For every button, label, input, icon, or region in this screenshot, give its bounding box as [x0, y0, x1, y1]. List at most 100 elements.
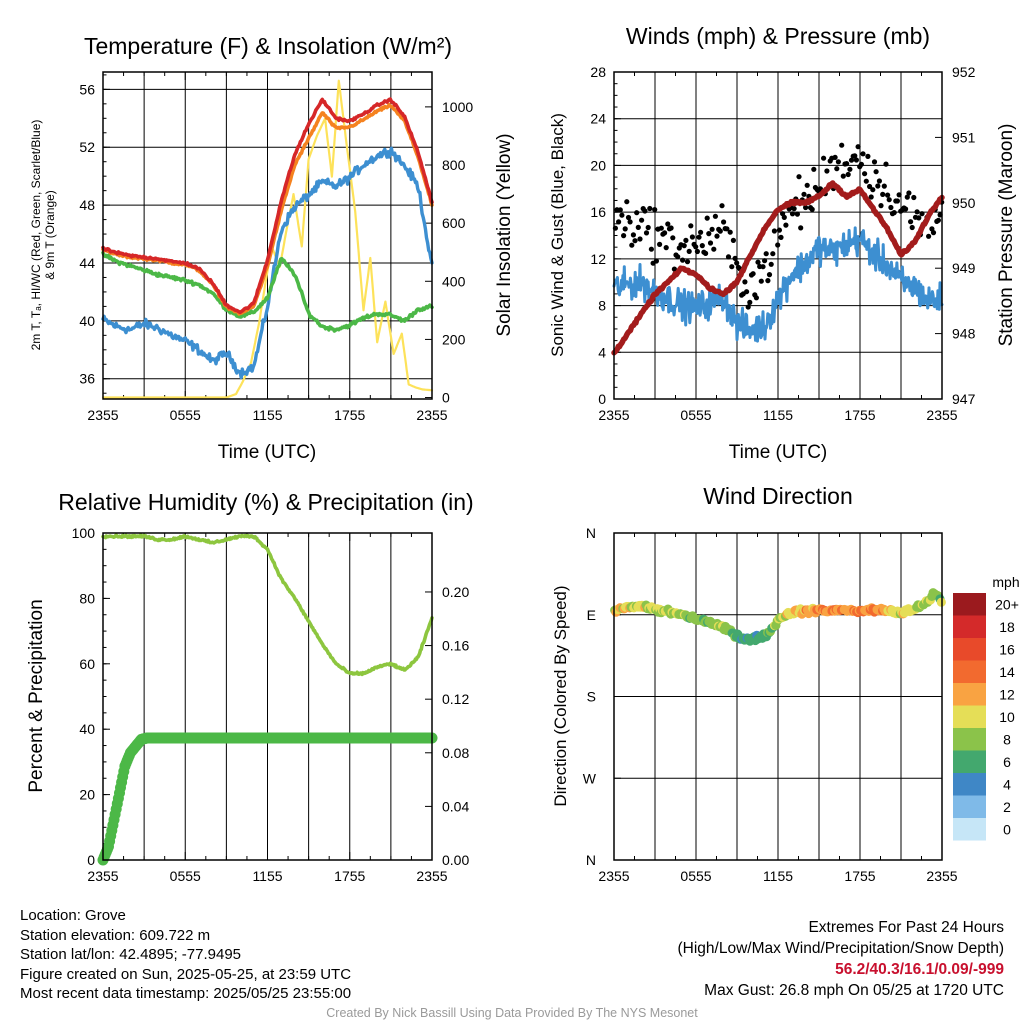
temp-title: Temperature (F) & Insolation (W/m²): [84, 33, 452, 59]
wind-xlabel: Time (UTC): [729, 442, 828, 463]
gust-point: [681, 243, 687, 249]
created-text: Figure created on Sun, 2025-05-25, at 23…: [20, 965, 352, 983]
wind-xtick-label: 2355: [926, 407, 957, 423]
gust-point: [745, 304, 751, 310]
gust-point: [709, 226, 715, 232]
rh-y2tick-label: 0.08: [442, 745, 469, 761]
gust-point: [906, 190, 912, 196]
rh-ytick-label: 40: [79, 721, 95, 737]
gust-point: [730, 237, 737, 243]
gust-point: [632, 238, 638, 244]
gust-point: [727, 229, 733, 235]
temp-xtick-label: 1155: [252, 407, 282, 423]
rh-xtick-label: 0555: [170, 868, 201, 884]
gust-point: [775, 242, 781, 248]
wind-ytick-label: 24: [590, 111, 606, 127]
blue-temp-line: [101, 146, 434, 380]
wind-xtick-label: 2355: [598, 407, 629, 423]
temp-ytick-label: 52: [79, 139, 95, 155]
wind-y2tick-label: 947: [952, 391, 976, 407]
gust-point: [689, 234, 696, 240]
gust-point: [930, 230, 937, 236]
dir-xtick-label: 2355: [926, 868, 957, 884]
gust-point: [862, 171, 868, 177]
rh-y2tick-label: 0.04: [442, 798, 469, 814]
temp-ylabel-2: & 9m T (Orange): [43, 190, 57, 280]
gust-point: [765, 278, 771, 284]
gust-point: [835, 159, 842, 165]
gust-point: [755, 259, 761, 265]
wind-ytick-label: 12: [590, 251, 606, 267]
humidity-precip-panel: Relative Humidity (%) & Precipitation (i…: [26, 489, 474, 884]
gust-point: [896, 192, 902, 198]
colorbar-swatch: [953, 818, 986, 841]
colorbar-label: 0: [1003, 821, 1011, 837]
gust-point: [683, 237, 689, 243]
gust-point: [657, 241, 663, 247]
gust-point: [914, 209, 920, 215]
colorbar-swatch: [953, 660, 986, 683]
temp-xlabel: Time (UTC): [218, 442, 317, 463]
gust-point: [711, 246, 717, 252]
rh-ylabel-left: Percent & Precipitation: [26, 599, 47, 792]
wind-xtick-label: 1755: [844, 407, 875, 423]
wind-ytick-label: 4: [598, 344, 606, 360]
gust-point: [707, 240, 714, 246]
gust-point: [680, 257, 686, 263]
wind-speed-line: [612, 226, 944, 343]
gust-point: [821, 155, 827, 161]
colorbar-label: 2: [1003, 799, 1011, 815]
colorbar-swatch: [953, 728, 986, 751]
gust-point: [888, 204, 894, 211]
latlon-text: Station lat/lon: 42.4895; -77.9495: [20, 946, 242, 963]
colorbar-label: 20+: [995, 596, 1019, 612]
colorbar-swatch: [953, 750, 986, 773]
temp-ytick-label: 44: [79, 255, 95, 271]
gust-point: [630, 232, 637, 238]
gust-point: [617, 207, 623, 213]
rh-y2tick-label: 0.00: [442, 852, 469, 868]
wind-xtick-label: 0555: [680, 407, 711, 423]
gust-point: [863, 178, 869, 184]
gust-point: [625, 214, 632, 221]
dir-ytick-label: N: [586, 852, 596, 868]
gust-point: [771, 228, 778, 234]
rh-y2tick-label: 0.12: [442, 691, 469, 707]
gust-point: [742, 279, 748, 285]
extremes-values: 56.2/40.3/16.1/0.09/-999: [835, 961, 1004, 978]
wind-ylabel-right: Station Pressure (Maroon): [996, 124, 1017, 347]
gust-point: [665, 221, 671, 227]
rh-frame: [102, 532, 433, 861]
gust-point: [903, 206, 909, 212]
dir-xtick-label: 2355: [598, 868, 629, 884]
gust-point: [658, 225, 664, 231]
wind-y2tick-label: 949: [952, 260, 976, 276]
gust-point: [908, 219, 914, 225]
rh-xtick-label: 2355: [416, 868, 447, 884]
wind-ytick-label: 16: [590, 204, 606, 220]
gust-point: [714, 233, 720, 239]
gust-point: [729, 264, 735, 270]
gust-point: [880, 191, 886, 197]
gust-point: [891, 210, 897, 216]
gust-point: [747, 299, 753, 305]
temp-frame: [102, 71, 433, 400]
dir-title: Wind Direction: [703, 483, 853, 509]
gust-point: [750, 271, 756, 277]
gust-point: [684, 259, 691, 265]
gust-point: [694, 248, 701, 255]
temp-ytick-label: 40: [79, 313, 95, 329]
gust-point: [824, 168, 830, 174]
gust-point: [881, 183, 887, 189]
recent-data-text: Most recent data timestamp: 2025/05/25 2…: [20, 985, 352, 1002]
extremes-description: (High/Low/Max Wind/Precipitation/Snow De…: [677, 940, 1005, 957]
gust-point: [622, 226, 628, 232]
wind-y2tick-label: 951: [952, 129, 976, 145]
gust-point: [648, 246, 655, 252]
dir-frame: [613, 532, 943, 861]
gust-point: [789, 211, 796, 217]
gust-point: [675, 254, 681, 260]
gust-point: [798, 225, 804, 231]
wind-pressure-panel: Winds (mph) & Pressure (mb) 2355 0555 1155 1…: [548, 23, 1017, 463]
gust-point: [721, 219, 727, 225]
